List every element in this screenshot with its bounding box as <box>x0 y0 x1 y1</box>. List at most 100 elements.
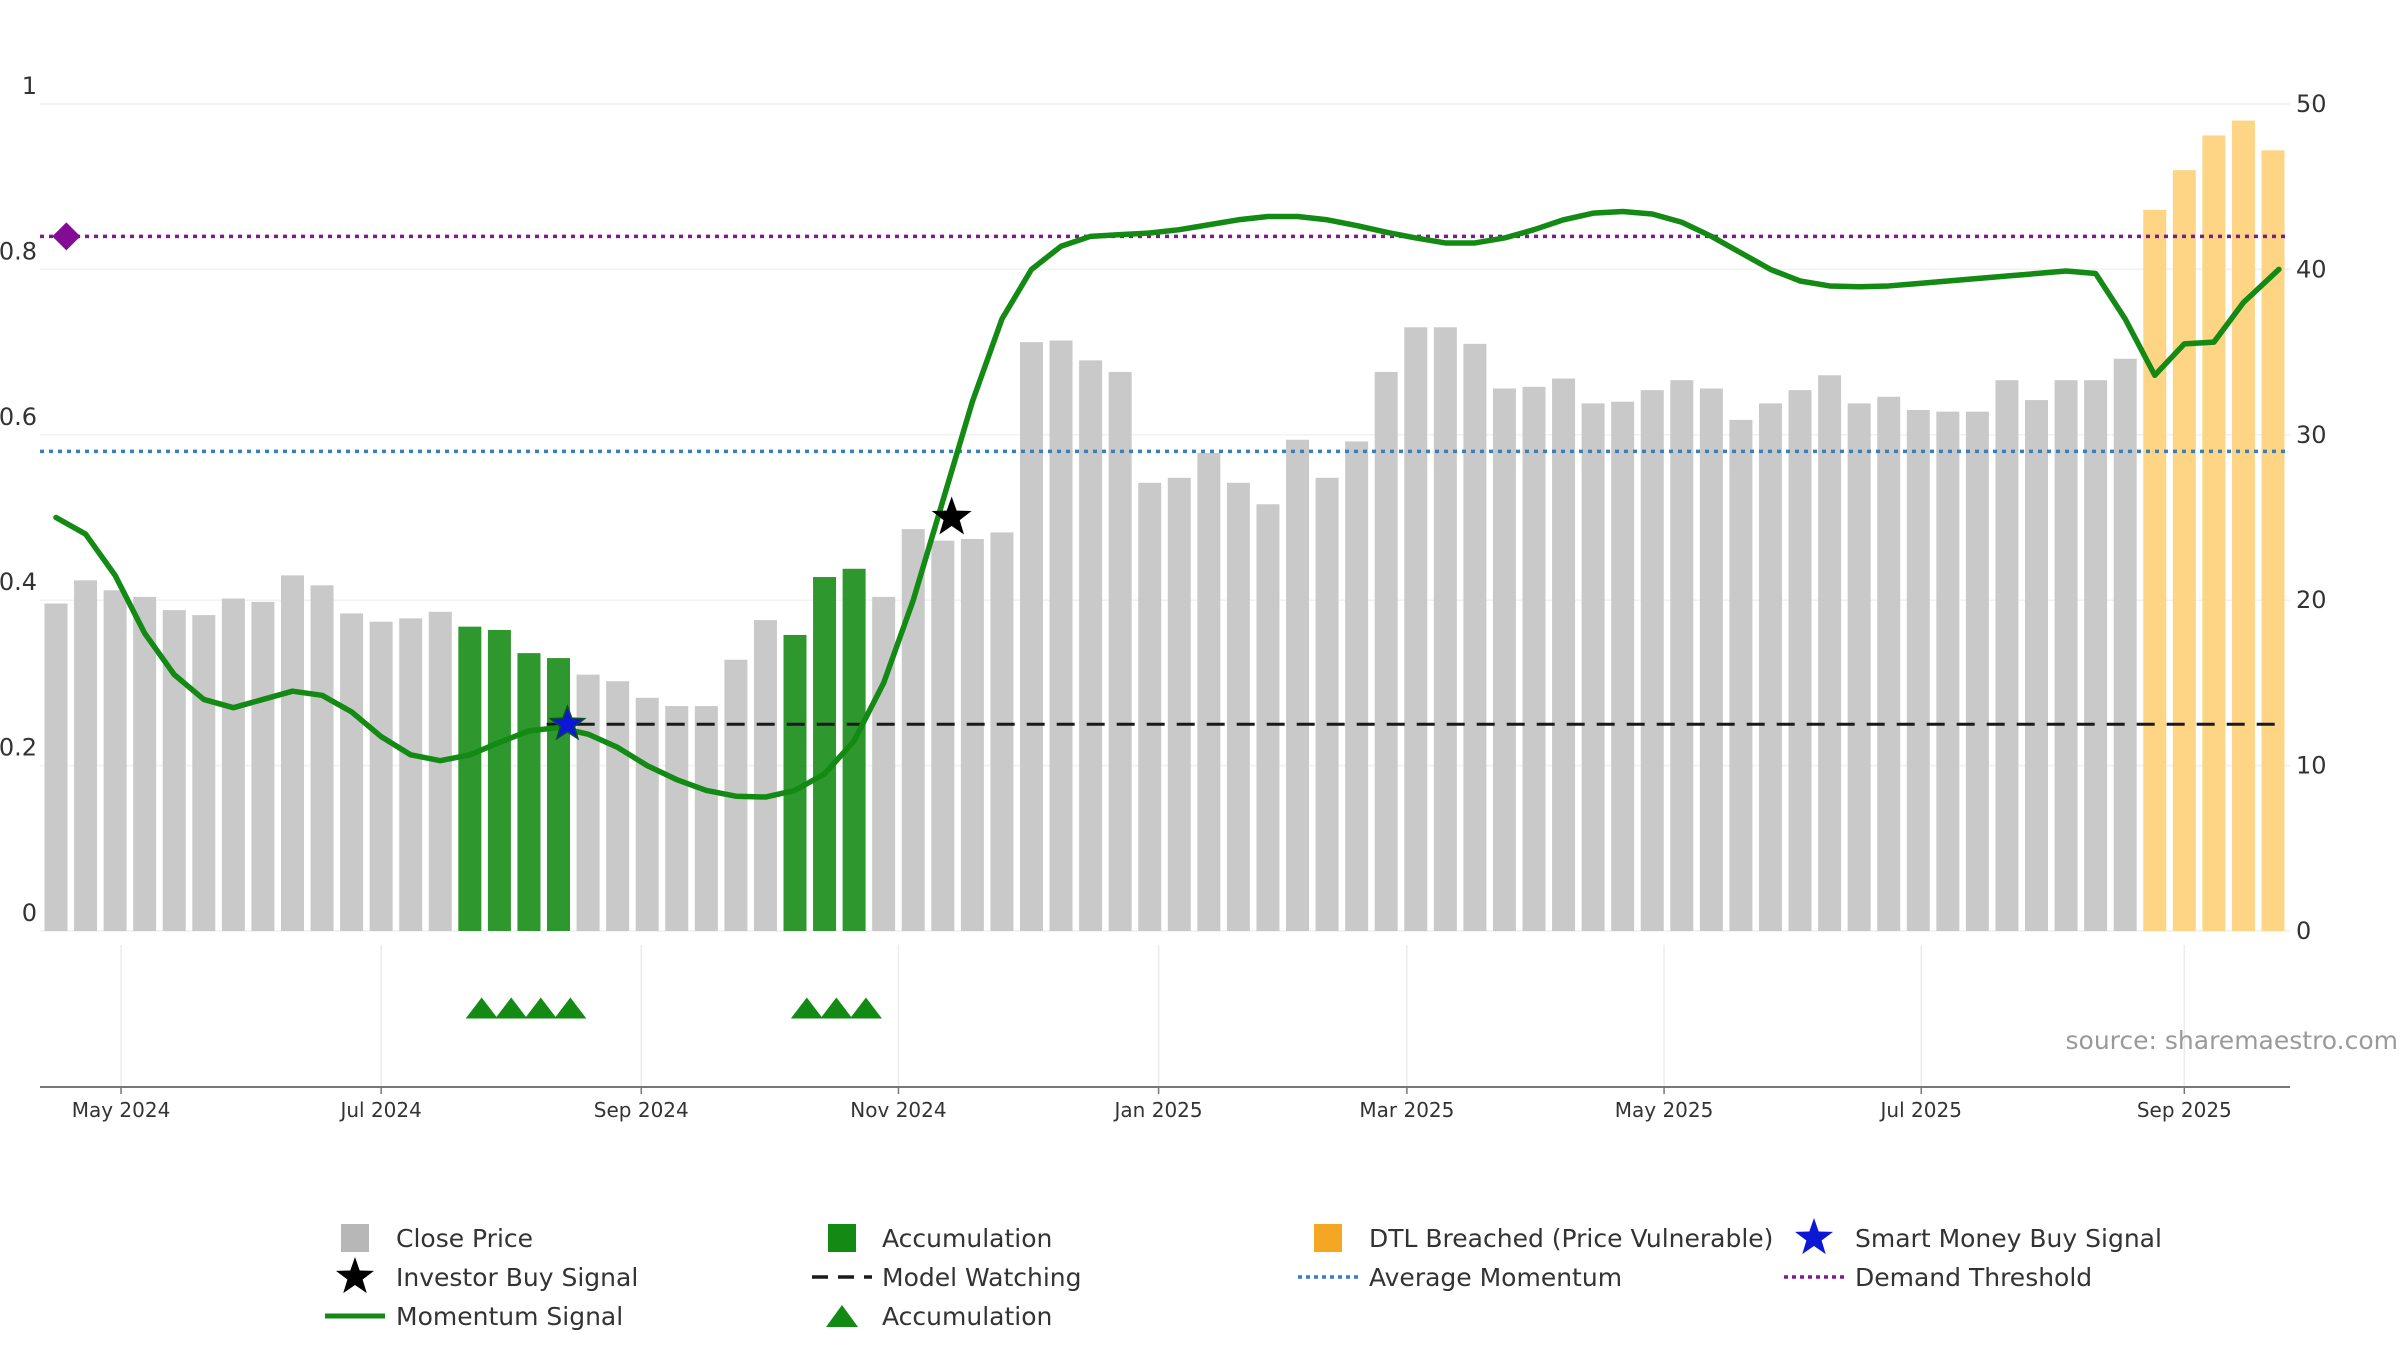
legend: Close Price Accumulation DTL Breached (Pri… <box>325 1218 2162 1331</box>
accumulation-triangle <box>495 997 528 1019</box>
legend-label: Investor Buy Signal <box>396 1263 638 1292</box>
close-price-bar <box>2084 380 2108 932</box>
close-price-bar <box>251 601 275 931</box>
price-bars <box>44 120 2285 932</box>
close-price-bar <box>1079 360 1103 931</box>
close-price-bar <box>990 532 1014 931</box>
close-price-bar <box>1877 396 1901 931</box>
x-tick-label: May 2025 <box>1615 1098 1714 1122</box>
right-tick-label: 0 <box>2296 917 2311 945</box>
right-tick-label: 10 <box>2296 752 2327 780</box>
close-price-bar <box>1433 327 1457 931</box>
close-price-bar <box>162 610 186 931</box>
x-tick-label: Jan 2025 <box>1113 1098 1203 1122</box>
close-price-bar <box>1936 411 1960 931</box>
close-price-bar <box>2025 400 2049 931</box>
source-label: source: sharemaestro.com <box>2066 1026 2399 1055</box>
right-tick-label: 30 <box>2296 421 2327 449</box>
close-price-bar <box>1818 375 1842 931</box>
close-price-bar <box>310 585 334 931</box>
close-price-bar <box>1019 342 1043 931</box>
close-price-bar <box>1492 388 1516 931</box>
close-price-bar <box>1522 386 1546 932</box>
legend-label: Accumulation <box>882 1224 1052 1253</box>
dtl-breached-bar <box>2261 150 2285 931</box>
signal-markers <box>52 222 972 1019</box>
close-price-bar <box>2113 358 2137 932</box>
close-price-bar <box>1847 403 1871 931</box>
accumulation-bar <box>458 626 482 931</box>
accumulation-triangle <box>820 997 853 1019</box>
close-price-bar <box>103 590 127 931</box>
x-tick-label: Jul 2024 <box>338 1098 421 1122</box>
x-tick-label: Sep 2025 <box>2137 1098 2232 1122</box>
x-tick-label: Sep 2024 <box>594 1098 689 1122</box>
close-price-bar <box>1049 340 1073 931</box>
right-tick-label: 50 <box>2296 90 2327 118</box>
x-tick-label: May 2024 <box>72 1098 171 1122</box>
close-price-bar <box>1965 411 1989 931</box>
close-price-bar <box>1640 390 1664 931</box>
x-tick-label: Jul 2025 <box>1879 1098 1962 1122</box>
accumulation-triangle <box>465 997 498 1019</box>
left-tick-label: 0.6 <box>0 403 37 431</box>
close-price-bar <box>1463 343 1487 932</box>
momentum-signal-line <box>53 208 2282 800</box>
legend-accumulation-triangle <box>826 1305 858 1327</box>
axes: May 2024 Jul 2024 Sep 2024 Nov 2024 Jan 2025… <box>0 72 2327 1122</box>
legend-smart-money-star <box>1794 1218 1834 1255</box>
close-price-bar <box>1167 477 1191 931</box>
close-price-bar <box>428 611 452 931</box>
momentum-signal <box>53 208 2282 800</box>
close-price-bar <box>1552 378 1576 931</box>
close-price-bar <box>1197 452 1221 931</box>
legend-dtl-swatch <box>1314 1224 1342 1252</box>
accumulation-bar <box>487 629 511 931</box>
close-price-bar <box>1699 388 1723 931</box>
x-tick-label: Nov 2024 <box>850 1098 946 1122</box>
legend-label: Smart Money Buy Signal <box>1855 1224 2162 1253</box>
close-price-bar <box>1374 371 1398 931</box>
legend-close-price-swatch <box>341 1224 369 1252</box>
x-tick-label: Mar 2025 <box>1359 1098 1454 1122</box>
close-price-bar <box>2054 380 2078 932</box>
close-price-bar <box>1315 477 1339 931</box>
close-price-bar <box>931 540 955 931</box>
close-price-bar <box>340 613 364 931</box>
close-price-bar <box>369 621 393 931</box>
legend-label: DTL Breached (Price Vulnerable) <box>1369 1224 1773 1253</box>
close-price-bar <box>960 539 984 931</box>
close-price-bar <box>1995 380 2019 932</box>
close-price-bar <box>1670 380 1694 932</box>
reference-lines <box>40 234 2290 726</box>
demand-threshold-diamond <box>52 222 81 251</box>
close-price-bar <box>1286 439 1310 931</box>
close-price-bar <box>1138 482 1162 931</box>
close-price-bar <box>606 681 630 931</box>
close-price-bar <box>1345 441 1369 931</box>
accumulation-triangle <box>849 997 882 1019</box>
accumulation-triangle <box>524 997 557 1019</box>
close-price-bar <box>1581 403 1605 931</box>
legend-label: Average Momentum <box>1369 1263 1622 1292</box>
accumulation-bar <box>842 568 866 931</box>
close-price-bar <box>901 529 925 931</box>
accumulation-triangle <box>554 997 587 1019</box>
close-price-bar <box>1226 482 1250 931</box>
close-price-bar <box>576 674 600 931</box>
legend-accumulation-swatch <box>828 1224 856 1252</box>
close-price-bar <box>1758 403 1782 931</box>
smart-money-buy-star <box>548 704 587 741</box>
close-price-bar <box>1788 390 1812 931</box>
accumulation-bar <box>547 658 571 931</box>
left-tick-label: 0.8 <box>0 237 37 265</box>
dtl-breached-bar <box>2143 209 2167 932</box>
close-price-bar <box>1729 419 1753 931</box>
accumulation-bar <box>517 653 541 931</box>
dtl-breached-bar <box>2231 120 2255 932</box>
dtl-breached-bar <box>2172 170 2196 931</box>
right-tick-label: 20 <box>2296 586 2327 614</box>
close-price-bar <box>1256 504 1280 931</box>
close-price-bar <box>635 697 659 931</box>
